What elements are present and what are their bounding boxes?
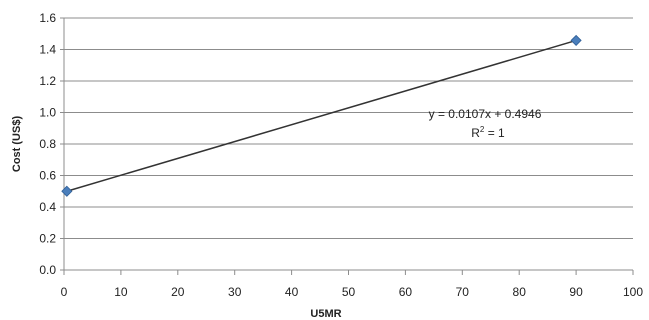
data-points: [61, 34, 582, 197]
r-squared-exponent: 2: [480, 125, 485, 134]
data-point-marker: [570, 34, 582, 46]
x-tick-label: 90: [569, 285, 583, 299]
trendline: [66, 39, 577, 192]
data-point-marker: [61, 185, 73, 197]
y-tick-label: 0.0: [39, 263, 56, 277]
y-tick-label: 0.6: [39, 169, 56, 183]
x-tick-label: 40: [285, 285, 299, 299]
x-tick-label: 20: [171, 285, 185, 299]
y-axis-title: Cost (US$): [11, 116, 23, 173]
x-tick-label: 70: [456, 285, 470, 299]
x-tick-label: 10: [114, 285, 128, 299]
y-tick-label: 1.2: [39, 74, 56, 88]
gridlines: [64, 17, 633, 239]
y-tick-label: 1.6: [39, 11, 56, 25]
y-tick-label: 0.8: [39, 137, 56, 151]
x-tick-label: 60: [399, 285, 413, 299]
x-tick-label: 100: [623, 285, 643, 299]
y-tick-label: 1.0: [39, 106, 56, 120]
x-axis-title: U5MR: [310, 308, 341, 320]
y-tick-label: 0.4: [39, 200, 56, 214]
x-tick-label: 0: [61, 285, 68, 299]
r-squared-prefix: R: [471, 126, 480, 140]
trendline-group: [66, 39, 577, 192]
x-tick-label: 80: [513, 285, 527, 299]
y-axis-ticks: 0.0 0.2 0.4 0.6 0.8 1.0 1.2 1.4 1.6: [39, 11, 64, 277]
trendline-equation: y = 0.0107x + 0.4946: [429, 107, 542, 121]
x-tick-label: 30: [228, 285, 242, 299]
r-squared-suffix: = 1: [484, 126, 505, 140]
x-axis-ticks: 0 10 20 30 40 50 60 70 80 90 100: [61, 270, 643, 299]
y-tick-label: 0.2: [39, 232, 56, 246]
y-tick-label: 1.4: [39, 43, 56, 57]
x-tick-label: 50: [342, 285, 356, 299]
r-squared-label: R2 = 1: [471, 125, 505, 140]
